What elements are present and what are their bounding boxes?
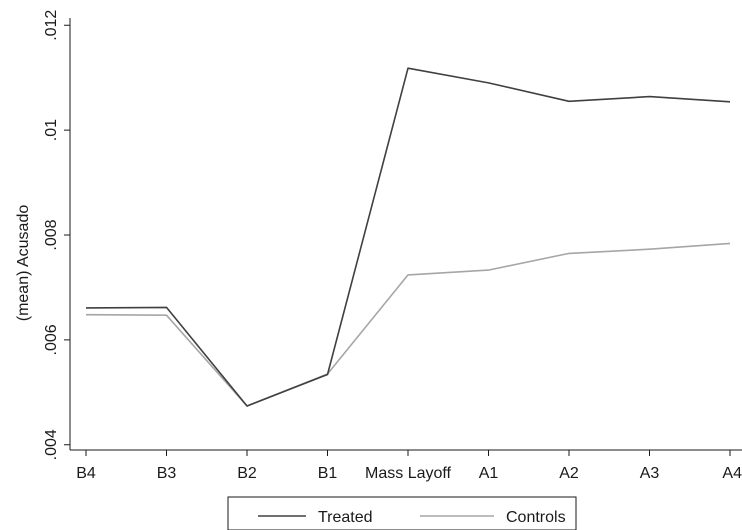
x-axis-ticks: B4 B3 B2 B1 Mass Layoff A1 A2 A3 A4 bbox=[76, 450, 742, 482]
legend: Treated Controls bbox=[227, 496, 577, 530]
y-tick-label: .01 bbox=[43, 119, 60, 141]
y-tick-label: .006 bbox=[43, 324, 60, 355]
x-tick-label: B1 bbox=[318, 465, 338, 482]
y-tick-label: .012 bbox=[43, 10, 60, 41]
y-axis-title: (mean) Acusado bbox=[15, 205, 32, 322]
series-line-treated bbox=[85, 67, 731, 407]
legend-label-treated: Treated bbox=[318, 509, 373, 526]
y-tick-label: .004 bbox=[43, 429, 60, 460]
x-tick-label: A3 bbox=[640, 465, 660, 482]
legend-box bbox=[227, 496, 577, 530]
x-tick-label: Mass Layoff bbox=[365, 465, 452, 482]
x-tick-label: A1 bbox=[479, 465, 499, 482]
series-lines bbox=[85, 67, 731, 407]
legend-label-controls: Controls bbox=[506, 509, 566, 526]
x-tick-label: B4 bbox=[76, 465, 96, 482]
series-line-controls bbox=[85, 242, 731, 407]
y-tick-label: .008 bbox=[43, 219, 60, 250]
y-axis-ticks: .004 .006 .008 .01 .012 bbox=[43, 10, 70, 460]
x-tick-label: B3 bbox=[157, 465, 177, 482]
x-tick-label: A2 bbox=[559, 465, 579, 482]
x-tick-label: B2 bbox=[237, 465, 257, 482]
x-tick-label: A4 bbox=[722, 465, 742, 482]
